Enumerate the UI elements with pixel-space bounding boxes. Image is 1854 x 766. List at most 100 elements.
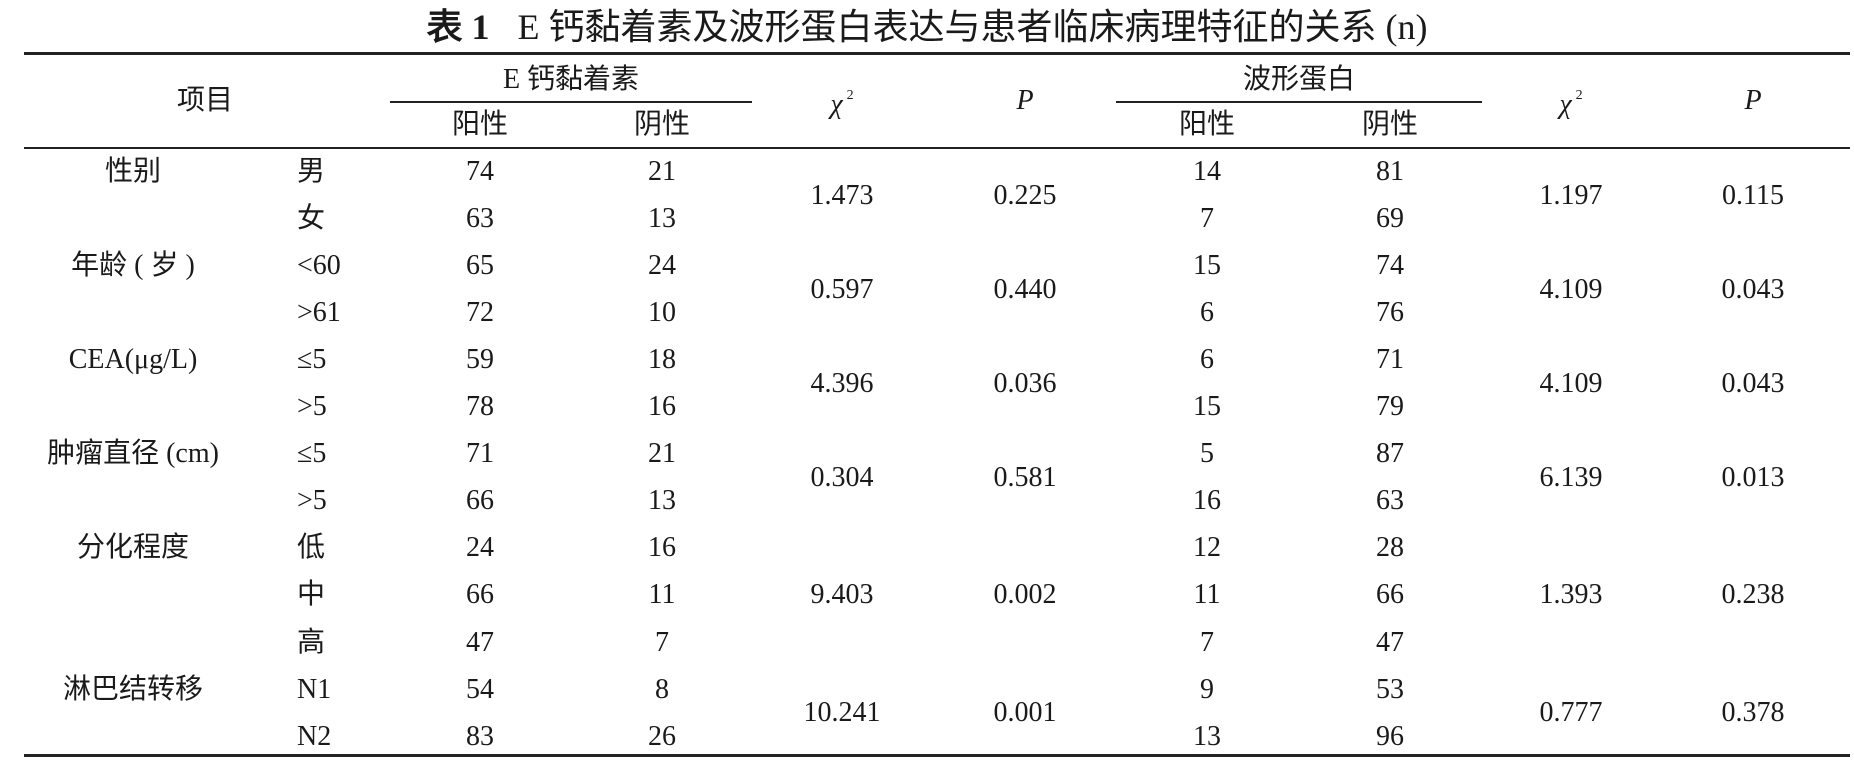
e-chi-square: 0.304: [810, 461, 874, 493]
top-rule: [24, 52, 1850, 55]
e-negative-count: 16: [648, 391, 676, 423]
group-label: 性别: [104, 156, 162, 187]
v-positive-count: 7: [1200, 203, 1214, 235]
e-p-value: 0.225: [993, 179, 1057, 211]
v-negative-count: 47: [1376, 626, 1404, 658]
e-positive-count: 78: [466, 391, 494, 423]
header-v-positive: 阳性: [1178, 109, 1236, 140]
v-positive-count: 6: [1200, 297, 1214, 329]
v-negative-count: 87: [1376, 438, 1404, 470]
v-positive-count: 13: [1193, 720, 1221, 752]
e-positive-count: 66: [466, 579, 494, 611]
v-positive-count: 7: [1200, 626, 1214, 658]
subgroup-label: 男: [297, 156, 326, 187]
e-negative-count: 10: [648, 297, 676, 329]
e-p-value: 0.002: [993, 579, 1057, 611]
e-chi-square: 9.403: [810, 579, 874, 611]
table-title: 表 1 E 钙黏着素及波形蛋白表达与患者临床病理特征的关系 (n): [0, 2, 1854, 52]
header-bottom-rule: [24, 147, 1850, 149]
e-positive-count: 47: [466, 626, 494, 658]
v-negative-count: 66: [1376, 579, 1404, 611]
e-negative-count: 13: [648, 203, 676, 235]
vimentin-group-rule: [1116, 101, 1482, 103]
e-negative-count: 8: [655, 673, 669, 705]
v-chi-square: 0.777: [1539, 697, 1603, 729]
e-positive-count: 83: [466, 720, 494, 752]
e-negative-count: 21: [648, 156, 676, 187]
header-e-positive: 阳性: [451, 109, 509, 140]
v-negative-count: 69: [1376, 203, 1404, 235]
e-negative-count: 13: [648, 485, 676, 517]
e-negative-count: 16: [648, 532, 676, 564]
v-positive-count: 12: [1193, 532, 1221, 564]
v-negative-count: 76: [1376, 297, 1404, 329]
e-p-value: 0.001: [993, 697, 1057, 729]
header-p-1: P: [1016, 85, 1034, 116]
e-positive-count: 71: [466, 438, 494, 470]
v-positive-count: 15: [1193, 391, 1221, 423]
v-negative-count: 96: [1376, 720, 1404, 752]
e-negative-count: 11: [648, 579, 676, 611]
header-p-2: P: [1744, 85, 1762, 116]
v-positive-count: 15: [1193, 250, 1221, 282]
e-chi-square: 10.241: [803, 697, 881, 729]
e-negative-count: 21: [648, 438, 676, 470]
e-positive-count: 72: [466, 297, 494, 329]
group-label: 年龄 ( 岁 ): [71, 250, 195, 282]
header-e-negative: 阴性: [633, 109, 691, 140]
subgroup-label: 低: [297, 532, 326, 564]
bottom-rule: [24, 754, 1850, 757]
v-negative-count: 28: [1376, 532, 1404, 564]
v-p-value: 0.043: [1721, 367, 1785, 399]
v-p-value: 0.013: [1721, 461, 1785, 493]
v-negative-count: 79: [1376, 391, 1404, 423]
header-v-negative: 阴性: [1361, 109, 1419, 140]
chi-superscript: 2: [846, 88, 854, 103]
v-p-value: 0.238: [1721, 579, 1785, 611]
e-positive-count: 59: [466, 344, 494, 376]
e-p-value: 0.440: [993, 273, 1057, 305]
v-negative-count: 81: [1376, 156, 1404, 187]
e-chi-square: 1.473: [810, 179, 874, 211]
v-chi-square: 1.197: [1539, 179, 1603, 211]
e-chi-square: 0.597: [810, 273, 874, 305]
subgroup-label: >61: [297, 297, 341, 329]
e-negative-count: 24: [648, 250, 676, 282]
group-label: 淋巴结转移: [62, 673, 204, 705]
v-negative-count: 53: [1376, 673, 1404, 705]
subgroup-label: 中: [297, 579, 326, 611]
e-p-value: 0.581: [993, 461, 1057, 493]
subgroup-label: >5: [297, 485, 327, 517]
header-e-cadherin: E 钙黏着素: [502, 64, 640, 95]
v-chi-square: 4.109: [1539, 273, 1603, 305]
e-positive-count: 66: [466, 485, 494, 517]
v-positive-count: 6: [1200, 344, 1214, 376]
v-p-value: 0.378: [1721, 697, 1785, 729]
v-positive-count: 16: [1193, 485, 1221, 517]
chi-symbol: χ: [1559, 89, 1572, 120]
table-title-label: 表 1: [426, 7, 490, 47]
e-positive-count: 74: [466, 156, 494, 187]
v-negative-count: 74: [1376, 250, 1404, 282]
v-p-value: 0.043: [1721, 273, 1785, 305]
v-p-value: 0.115: [1722, 179, 1784, 211]
chi-superscript: 2: [1575, 88, 1583, 103]
subgroup-label: N1: [297, 673, 332, 705]
header-item: 项目: [176, 85, 234, 116]
v-positive-count: 11: [1193, 579, 1221, 611]
subgroup-label: ≤5: [297, 438, 327, 470]
e-positive-count: 24: [466, 532, 494, 564]
v-chi-square: 4.109: [1539, 367, 1603, 399]
e-p-value: 0.036: [993, 367, 1057, 399]
group-label: 肿瘤直径 (cm): [47, 438, 219, 470]
v-chi-square: 1.393: [1539, 579, 1603, 611]
subgroup-label: >5: [297, 391, 327, 423]
subgroup-label: N2: [297, 720, 332, 752]
e-negative-count: 26: [648, 720, 676, 752]
e-positive-count: 63: [466, 203, 494, 235]
subgroup-label: ≤5: [297, 344, 327, 376]
subgroup-label: 女: [297, 203, 326, 235]
e-positive-count: 54: [466, 673, 494, 705]
